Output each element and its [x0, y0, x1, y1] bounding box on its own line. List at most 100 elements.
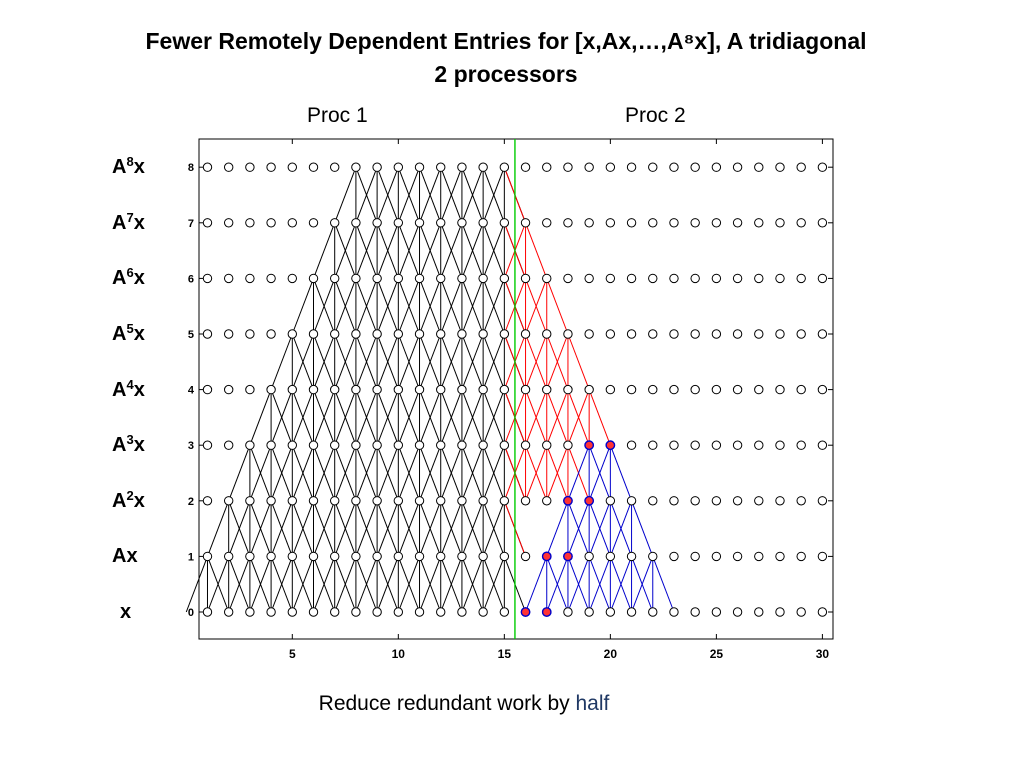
entry-marker [223, 607, 234, 617]
entry-marker [732, 218, 743, 228]
entry-marker [266, 329, 276, 339]
entry-marker [393, 440, 404, 450]
entry-marker [245, 218, 255, 228]
entry-marker [605, 607, 616, 617]
row-label-exponent: 7 [126, 209, 134, 225]
dependency-edge-black [419, 333, 442, 390]
dependency-edge-red [525, 389, 548, 446]
row-label-exponent: 2 [126, 487, 134, 503]
entry-marker [669, 551, 679, 562]
entry-marker [330, 607, 340, 617]
entry-marker [287, 440, 297, 450]
caption-highlight: half [575, 692, 610, 715]
entry-marker [308, 496, 319, 506]
entry-marker [308, 329, 319, 339]
entry-marker [393, 607, 404, 617]
entry-marker [330, 273, 340, 284]
entry-marker [520, 273, 531, 284]
entry-marker [372, 273, 382, 284]
dependency-edge-black [228, 445, 251, 501]
dependency-edge-blue [588, 500, 611, 557]
entry-marker [817, 551, 828, 562]
entry-marker [542, 273, 552, 284]
entry-marker [669, 607, 679, 617]
entry-marker [499, 440, 510, 450]
entry-marker [796, 384, 806, 395]
row-label-suffix: x [133, 323, 145, 345]
dependency-edge-black [355, 556, 378, 613]
entry-marker [478, 551, 488, 562]
entry-marker [478, 384, 488, 395]
entry-marker [266, 162, 276, 172]
entry-marker [266, 273, 276, 284]
entry-marker [372, 496, 382, 506]
dependency-edge-red [588, 389, 611, 446]
entry-marker [457, 551, 467, 562]
entry-marker [393, 162, 404, 172]
entry-marker [563, 273, 573, 284]
entry-marker [732, 162, 743, 172]
entry-marker [330, 162, 340, 172]
entry-marker [499, 384, 510, 395]
entry-marker [711, 329, 722, 339]
dependency-edge-black [440, 333, 463, 390]
dependency-edge-black [355, 500, 378, 557]
y-tick-label: 5 [188, 329, 194, 341]
dependency-edge-black [461, 389, 484, 446]
row-label-2: A2x [112, 487, 145, 511]
entry-marker [711, 218, 722, 228]
entry-marker [775, 440, 785, 450]
entry-marker [520, 329, 531, 339]
x-tick-label: 20 [604, 647, 618, 661]
dependency-edge-red [525, 445, 548, 501]
entry-marker [436, 162, 446, 172]
dependency-edge-red [546, 445, 569, 501]
y-tick-label: 7 [188, 218, 194, 230]
entry-marker [478, 273, 488, 284]
entry-marker [817, 162, 828, 172]
entry-marker [330, 551, 340, 562]
row-label-base: A [112, 156, 127, 179]
entry-marker [414, 273, 425, 284]
entry-marker [648, 218, 658, 228]
entry-marker [626, 162, 637, 172]
y-tick-label: 3 [188, 440, 194, 452]
entry-marker [478, 607, 488, 617]
entry-marker [457, 329, 467, 339]
entry-marker [520, 384, 531, 395]
dependency-edge-black [461, 333, 484, 390]
filled-entry-marker [584, 440, 595, 451]
entry-marker [796, 162, 806, 172]
entry-marker [223, 218, 234, 228]
dependency-edge-red [567, 389, 590, 446]
entry-marker [626, 384, 637, 395]
row-label-0: x [120, 602, 131, 622]
dependency-edge-black [355, 333, 378, 390]
dependency-edge-black [440, 222, 463, 279]
dependency-edge-black [419, 445, 442, 501]
y-tick-label: 6 [188, 273, 194, 285]
dependency-edge-black [419, 167, 442, 223]
chart-title: Fewer Remotely Dependent Entries for [x,… [145, 28, 867, 54]
entry-marker [499, 273, 510, 284]
entry-marker [669, 218, 679, 228]
entry-marker [775, 329, 785, 339]
dependency-edge-black [419, 556, 442, 613]
entry-marker [457, 273, 467, 284]
entry-marker [648, 273, 658, 284]
entry-marker [351, 329, 361, 339]
entry-marker [245, 162, 255, 172]
dependency-edge-blue [631, 500, 654, 557]
entry-marker [584, 162, 594, 172]
dependency-edge-black [313, 445, 336, 501]
entry-marker [414, 162, 425, 172]
entry-marker [499, 551, 510, 562]
entry-marker [754, 218, 764, 228]
dependency-edge-black [334, 167, 357, 223]
dependency-edge-blue [609, 556, 633, 613]
entry-marker [690, 162, 700, 172]
dependency-edge-black [334, 389, 357, 446]
entry-marker [732, 384, 743, 395]
dependency-edge-black [376, 556, 399, 613]
entry-marker [351, 162, 361, 172]
